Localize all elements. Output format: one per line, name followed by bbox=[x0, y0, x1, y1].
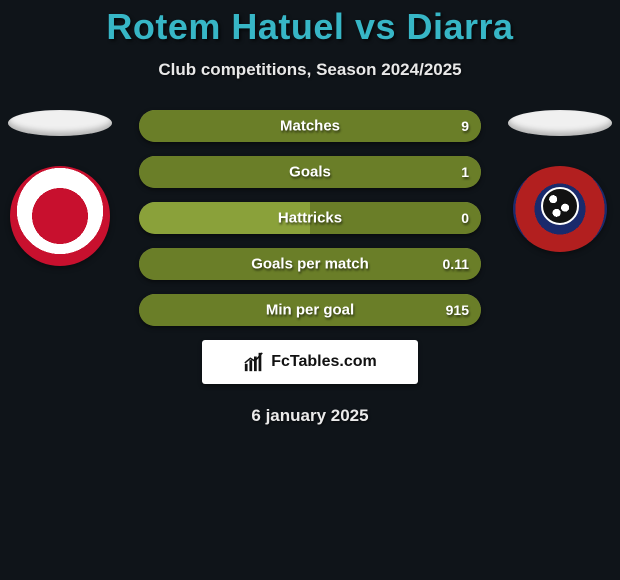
stat-row: Goals 1 bbox=[139, 156, 481, 188]
title-vs: vs bbox=[355, 6, 396, 47]
stat-row: Goals per match 0.11 bbox=[139, 248, 481, 280]
stat-value-right: 0.11 bbox=[443, 256, 469, 272]
stat-value-right: 9 bbox=[461, 118, 469, 134]
stat-value-right: 0 bbox=[461, 210, 469, 226]
stat-label: Hattricks bbox=[278, 210, 342, 227]
brand-box: FcTables.com bbox=[202, 340, 418, 384]
title-player2: Diarra bbox=[407, 6, 514, 47]
page-title: Rotem Hatuel vs Diarra bbox=[0, 0, 620, 48]
player-silhouette-right bbox=[508, 110, 612, 136]
player-silhouette-left bbox=[8, 110, 112, 136]
team-crest-left bbox=[10, 166, 110, 266]
title-player1: Rotem Hatuel bbox=[106, 6, 344, 47]
stat-value-right: 1 bbox=[461, 164, 469, 180]
right-player-badge bbox=[508, 110, 612, 252]
subtitle: Club competitions, Season 2024/2025 bbox=[0, 60, 620, 80]
chart-icon bbox=[243, 351, 265, 373]
team-crest-right bbox=[513, 166, 607, 252]
stat-row: Hattricks 0 bbox=[139, 202, 481, 234]
stat-row: Min per goal 915 bbox=[139, 294, 481, 326]
stat-label: Min per goal bbox=[266, 302, 354, 319]
stat-row: Matches 9 bbox=[139, 110, 481, 142]
stat-bars: Matches 9 Goals 1 Hattricks 0 Goals per match 0… bbox=[139, 110, 481, 326]
stat-label: Matches bbox=[280, 118, 340, 135]
left-player-badge bbox=[8, 110, 112, 266]
comparison-content: Matches 9 Goals 1 Hattricks 0 Goals per match 0… bbox=[0, 110, 620, 426]
stat-label: Goals per match bbox=[251, 256, 369, 273]
stat-value-right: 915 bbox=[446, 302, 469, 318]
date-label: 6 january 2025 bbox=[0, 406, 620, 426]
stat-label: Goals bbox=[289, 164, 331, 181]
brand-text: FcTables.com bbox=[271, 353, 377, 371]
